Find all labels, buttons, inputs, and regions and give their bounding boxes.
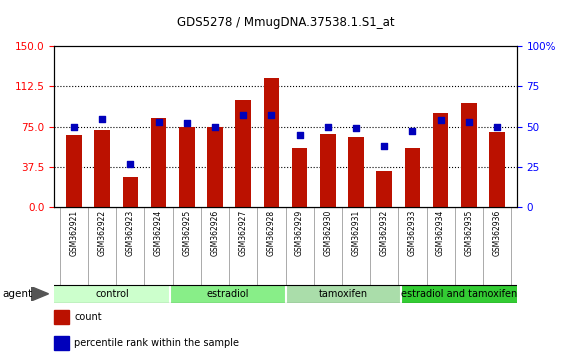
Text: GSM362922: GSM362922: [98, 210, 107, 256]
Bar: [235, 100, 251, 207]
Text: percentile rank within the sample: percentile rank within the sample: [74, 338, 239, 348]
Bar: [66, 135, 82, 207]
Point: [351, 125, 360, 131]
Point: [211, 124, 220, 130]
Text: GSM362931: GSM362931: [352, 210, 360, 256]
Bar: [292, 148, 307, 207]
Text: GSM362930: GSM362930: [323, 210, 332, 256]
Text: GSM362926: GSM362926: [211, 210, 219, 256]
Text: GSM362924: GSM362924: [154, 210, 163, 256]
Point: [70, 124, 79, 130]
Point: [154, 119, 163, 125]
Point: [126, 161, 135, 166]
Text: GSM362923: GSM362923: [126, 210, 135, 256]
Bar: [151, 118, 166, 207]
Bar: [264, 78, 279, 207]
Text: GSM362933: GSM362933: [408, 210, 417, 256]
Bar: [376, 171, 392, 207]
Text: GSM362928: GSM362928: [267, 210, 276, 256]
Bar: [401, 285, 517, 303]
Point: [98, 116, 107, 121]
Bar: [123, 177, 138, 207]
Point: [323, 124, 332, 130]
Text: estradiol: estradiol: [207, 289, 249, 299]
Text: GSM362935: GSM362935: [464, 210, 473, 256]
Text: control: control: [95, 289, 129, 299]
Text: GDS5278 / MmugDNA.37538.1.S1_at: GDS5278 / MmugDNA.37538.1.S1_at: [176, 16, 395, 29]
Text: GSM362927: GSM362927: [239, 210, 248, 256]
Point: [436, 117, 445, 123]
Bar: [94, 130, 110, 207]
Point: [182, 120, 191, 126]
Text: GSM362934: GSM362934: [436, 210, 445, 256]
Text: agent: agent: [3, 289, 33, 299]
Text: GSM362925: GSM362925: [182, 210, 191, 256]
Bar: [433, 113, 448, 207]
Bar: [461, 103, 477, 207]
Text: estradiol and tamoxifen: estradiol and tamoxifen: [401, 289, 517, 299]
Bar: [489, 132, 505, 207]
Bar: [170, 285, 286, 303]
Point: [295, 132, 304, 137]
Text: tamoxifen: tamoxifen: [319, 289, 368, 299]
Text: GSM362929: GSM362929: [295, 210, 304, 256]
Point: [464, 119, 473, 125]
Point: [239, 113, 248, 118]
Point: [380, 143, 389, 149]
Bar: [179, 126, 195, 207]
Bar: [320, 134, 336, 207]
Point: [408, 129, 417, 134]
Bar: [207, 126, 223, 207]
Polygon shape: [31, 287, 49, 301]
Bar: [286, 285, 401, 303]
Point: [492, 124, 501, 130]
Text: GSM362921: GSM362921: [70, 210, 78, 256]
Bar: [348, 137, 364, 207]
Text: count: count: [74, 312, 102, 322]
Bar: [405, 148, 420, 207]
Text: GSM362936: GSM362936: [493, 210, 501, 256]
Bar: [54, 285, 170, 303]
Point: [267, 113, 276, 118]
Text: GSM362932: GSM362932: [380, 210, 389, 256]
